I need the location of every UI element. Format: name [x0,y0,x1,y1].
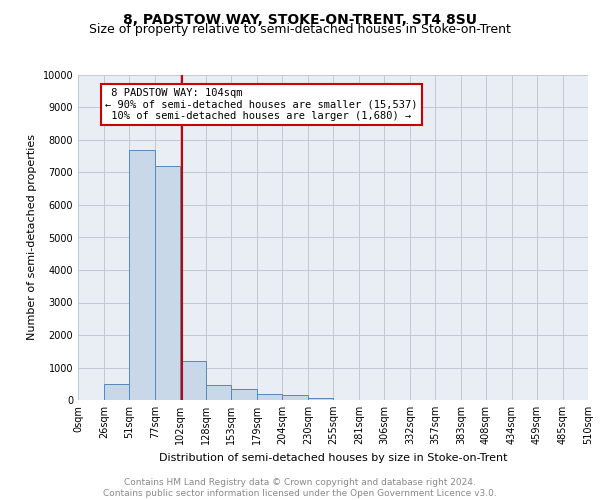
Bar [282,395,308,400]
Bar [257,394,282,400]
Bar [180,361,206,400]
Text: Size of property relative to semi-detached houses in Stoke-on-Trent: Size of property relative to semi-detach… [89,22,511,36]
Bar [308,398,333,400]
Bar [129,150,155,400]
Text: 8, PADSTOW WAY, STOKE-ON-TRENT, ST4 8SU: 8, PADSTOW WAY, STOKE-ON-TRENT, ST4 8SU [123,12,477,26]
Bar [155,166,180,400]
Bar [231,390,257,400]
Y-axis label: Number of semi-detached properties: Number of semi-detached properties [27,134,37,340]
Bar [104,384,129,400]
Text: Contains HM Land Registry data © Crown copyright and database right 2024.
Contai: Contains HM Land Registry data © Crown c… [103,478,497,498]
X-axis label: Distribution of semi-detached houses by size in Stoke-on-Trent: Distribution of semi-detached houses by … [159,452,507,462]
Bar [206,386,231,400]
Text: 8 PADSTOW WAY: 104sqm
← 90% of semi-detached houses are smaller (15,537)
 10% of: 8 PADSTOW WAY: 104sqm ← 90% of semi-deta… [105,88,418,121]
